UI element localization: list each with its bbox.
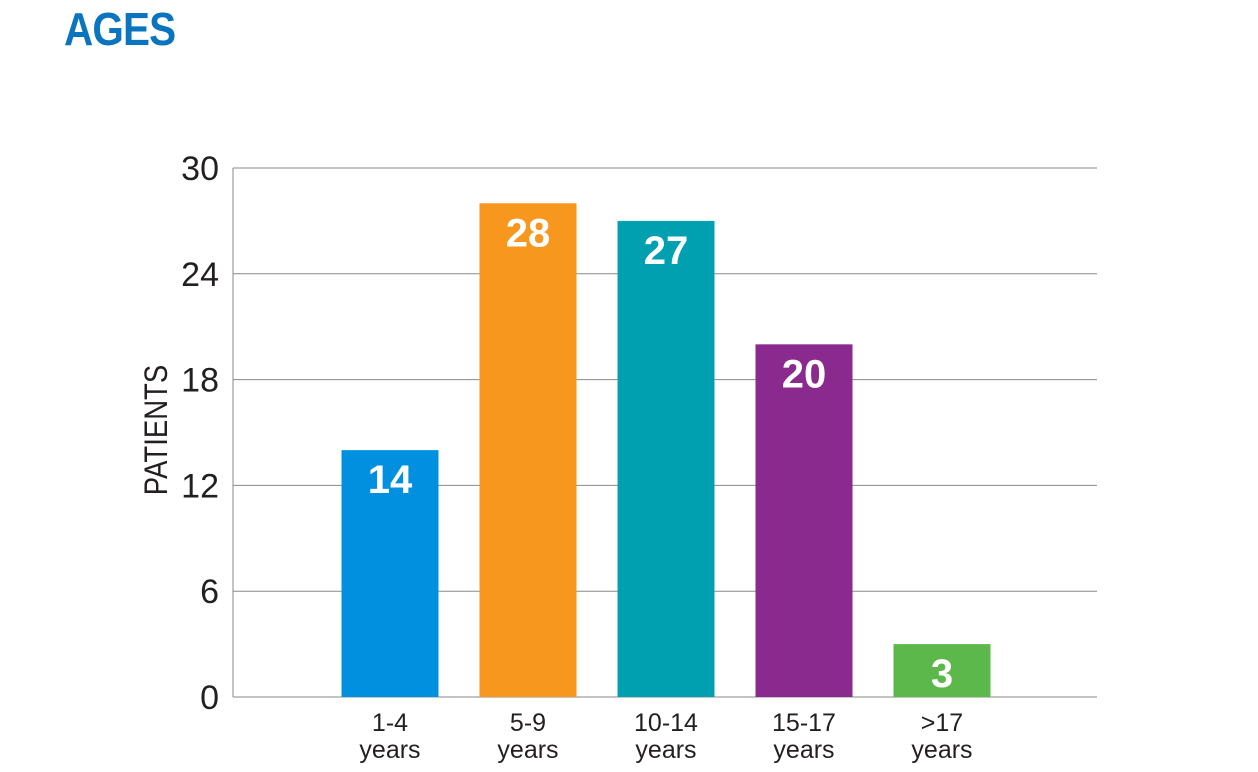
bar-value-label: 20 [782, 352, 827, 396]
x-tick-label: years [773, 736, 834, 764]
y-tick-label: 24 [181, 256, 219, 294]
bar-value-label: 28 [506, 211, 551, 255]
bar [617, 220, 715, 697]
bar [341, 450, 439, 697]
x-tick-label: 15-17 [772, 709, 836, 737]
x-tick-label: 10-14 [634, 709, 698, 737]
x-tick-label: years [911, 736, 972, 764]
y-tick-label: 6 [200, 573, 219, 611]
bar [479, 203, 577, 697]
y-tick-label: 0 [200, 679, 219, 717]
bar-value-label: 27 [644, 229, 689, 273]
x-tick-label: 1-4 [372, 709, 408, 737]
y-axis-ticks: 0 6 12 18 24 30 [181, 150, 219, 717]
y-axis-label: PATIENTS [139, 365, 174, 495]
bar [755, 344, 853, 697]
bar-value-label: 3 [931, 652, 953, 696]
y-tick-label: 12 [181, 467, 219, 505]
x-tick-label: years [635, 736, 696, 764]
x-axis-ticks: 1-4years5-9years10-14years15-17years>17y… [359, 709, 972, 764]
x-tick-label: years [359, 736, 420, 764]
bars: 14 28 27 20 3 [341, 203, 991, 697]
x-tick-label: >17 [921, 709, 963, 737]
y-tick-label: 30 [181, 150, 219, 188]
bar-value-label: 14 [368, 458, 413, 502]
x-tick-label: 5-9 [510, 709, 546, 737]
y-tick-label: 18 [181, 362, 219, 400]
x-tick-label: years [497, 736, 558, 764]
bar [893, 644, 991, 697]
chart-title: AGES [64, 3, 176, 55]
